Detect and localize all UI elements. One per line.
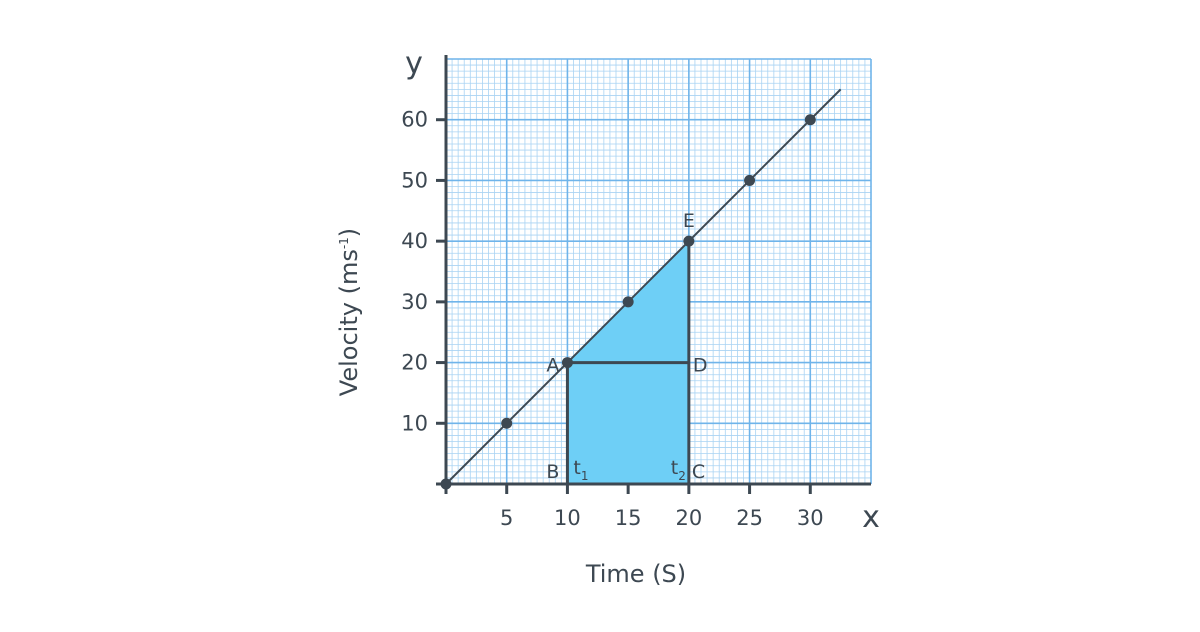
y-tick-label: 10 <box>401 411 428 435</box>
x-axis-letter: x <box>862 500 880 535</box>
annotation-t1-subscript: 1 <box>581 469 589 483</box>
y-tick-label: 20 <box>401 351 428 375</box>
tick-labels: 5 10 15 20 25 30 10 20 30 40 50 60 <box>401 108 823 530</box>
y-axis-title-main: Velocity (ms <box>335 249 363 396</box>
data-point <box>804 114 816 126</box>
y-tick-label: 40 <box>401 229 428 253</box>
y-tick-label: 60 <box>401 108 428 132</box>
series-line <box>445 88 842 485</box>
data-point <box>501 417 513 429</box>
annotation-A-text: A <box>546 355 559 377</box>
annotation-t2: t2 <box>671 457 686 483</box>
y-axis-title: Velocity (ms-1) <box>335 228 363 396</box>
annotation-t2-subscript: 2 <box>678 469 686 483</box>
x-tick-label: 15 <box>615 506 642 530</box>
annotation-D-text: D <box>693 355 708 377</box>
x-axis-title: Time (S) <box>585 560 686 588</box>
data-point <box>561 357 573 369</box>
annotation-B: B <box>546 461 559 483</box>
annotation-A: A <box>546 355 559 377</box>
annotation-t2-text: t <box>671 457 678 479</box>
x-tick-label: 30 <box>797 506 824 530</box>
annotation-E-text: E <box>683 210 695 232</box>
y-axis-letter: y <box>405 46 423 81</box>
grid-major-lines <box>445 58 872 485</box>
x-tick-label: 20 <box>675 506 702 530</box>
annotation-C-text: C <box>692 461 705 483</box>
annotation-E: E <box>683 210 695 232</box>
x-tick-label: 25 <box>736 506 763 530</box>
y-tick-label: 50 <box>401 168 428 192</box>
x-tick-label: 5 <box>500 506 513 530</box>
annotation-B-text: B <box>546 461 559 483</box>
data-point <box>622 296 634 308</box>
y-axis-title-superscript: -1 <box>337 237 351 249</box>
axes <box>436 55 871 494</box>
data-point <box>683 235 695 247</box>
annotation-C: C <box>692 461 705 483</box>
construction-lines <box>565 241 691 484</box>
y-tick-label: 30 <box>401 290 428 314</box>
annotation-t1-text: t <box>573 457 580 479</box>
data-point <box>440 478 452 490</box>
data-point <box>744 174 756 186</box>
x-tick-label: 10 <box>554 506 581 530</box>
y-axis-title-close: ) <box>335 228 363 237</box>
annotation-t1: t1 <box>573 457 588 483</box>
data-points <box>440 114 816 490</box>
annotation-D: D <box>693 355 708 377</box>
